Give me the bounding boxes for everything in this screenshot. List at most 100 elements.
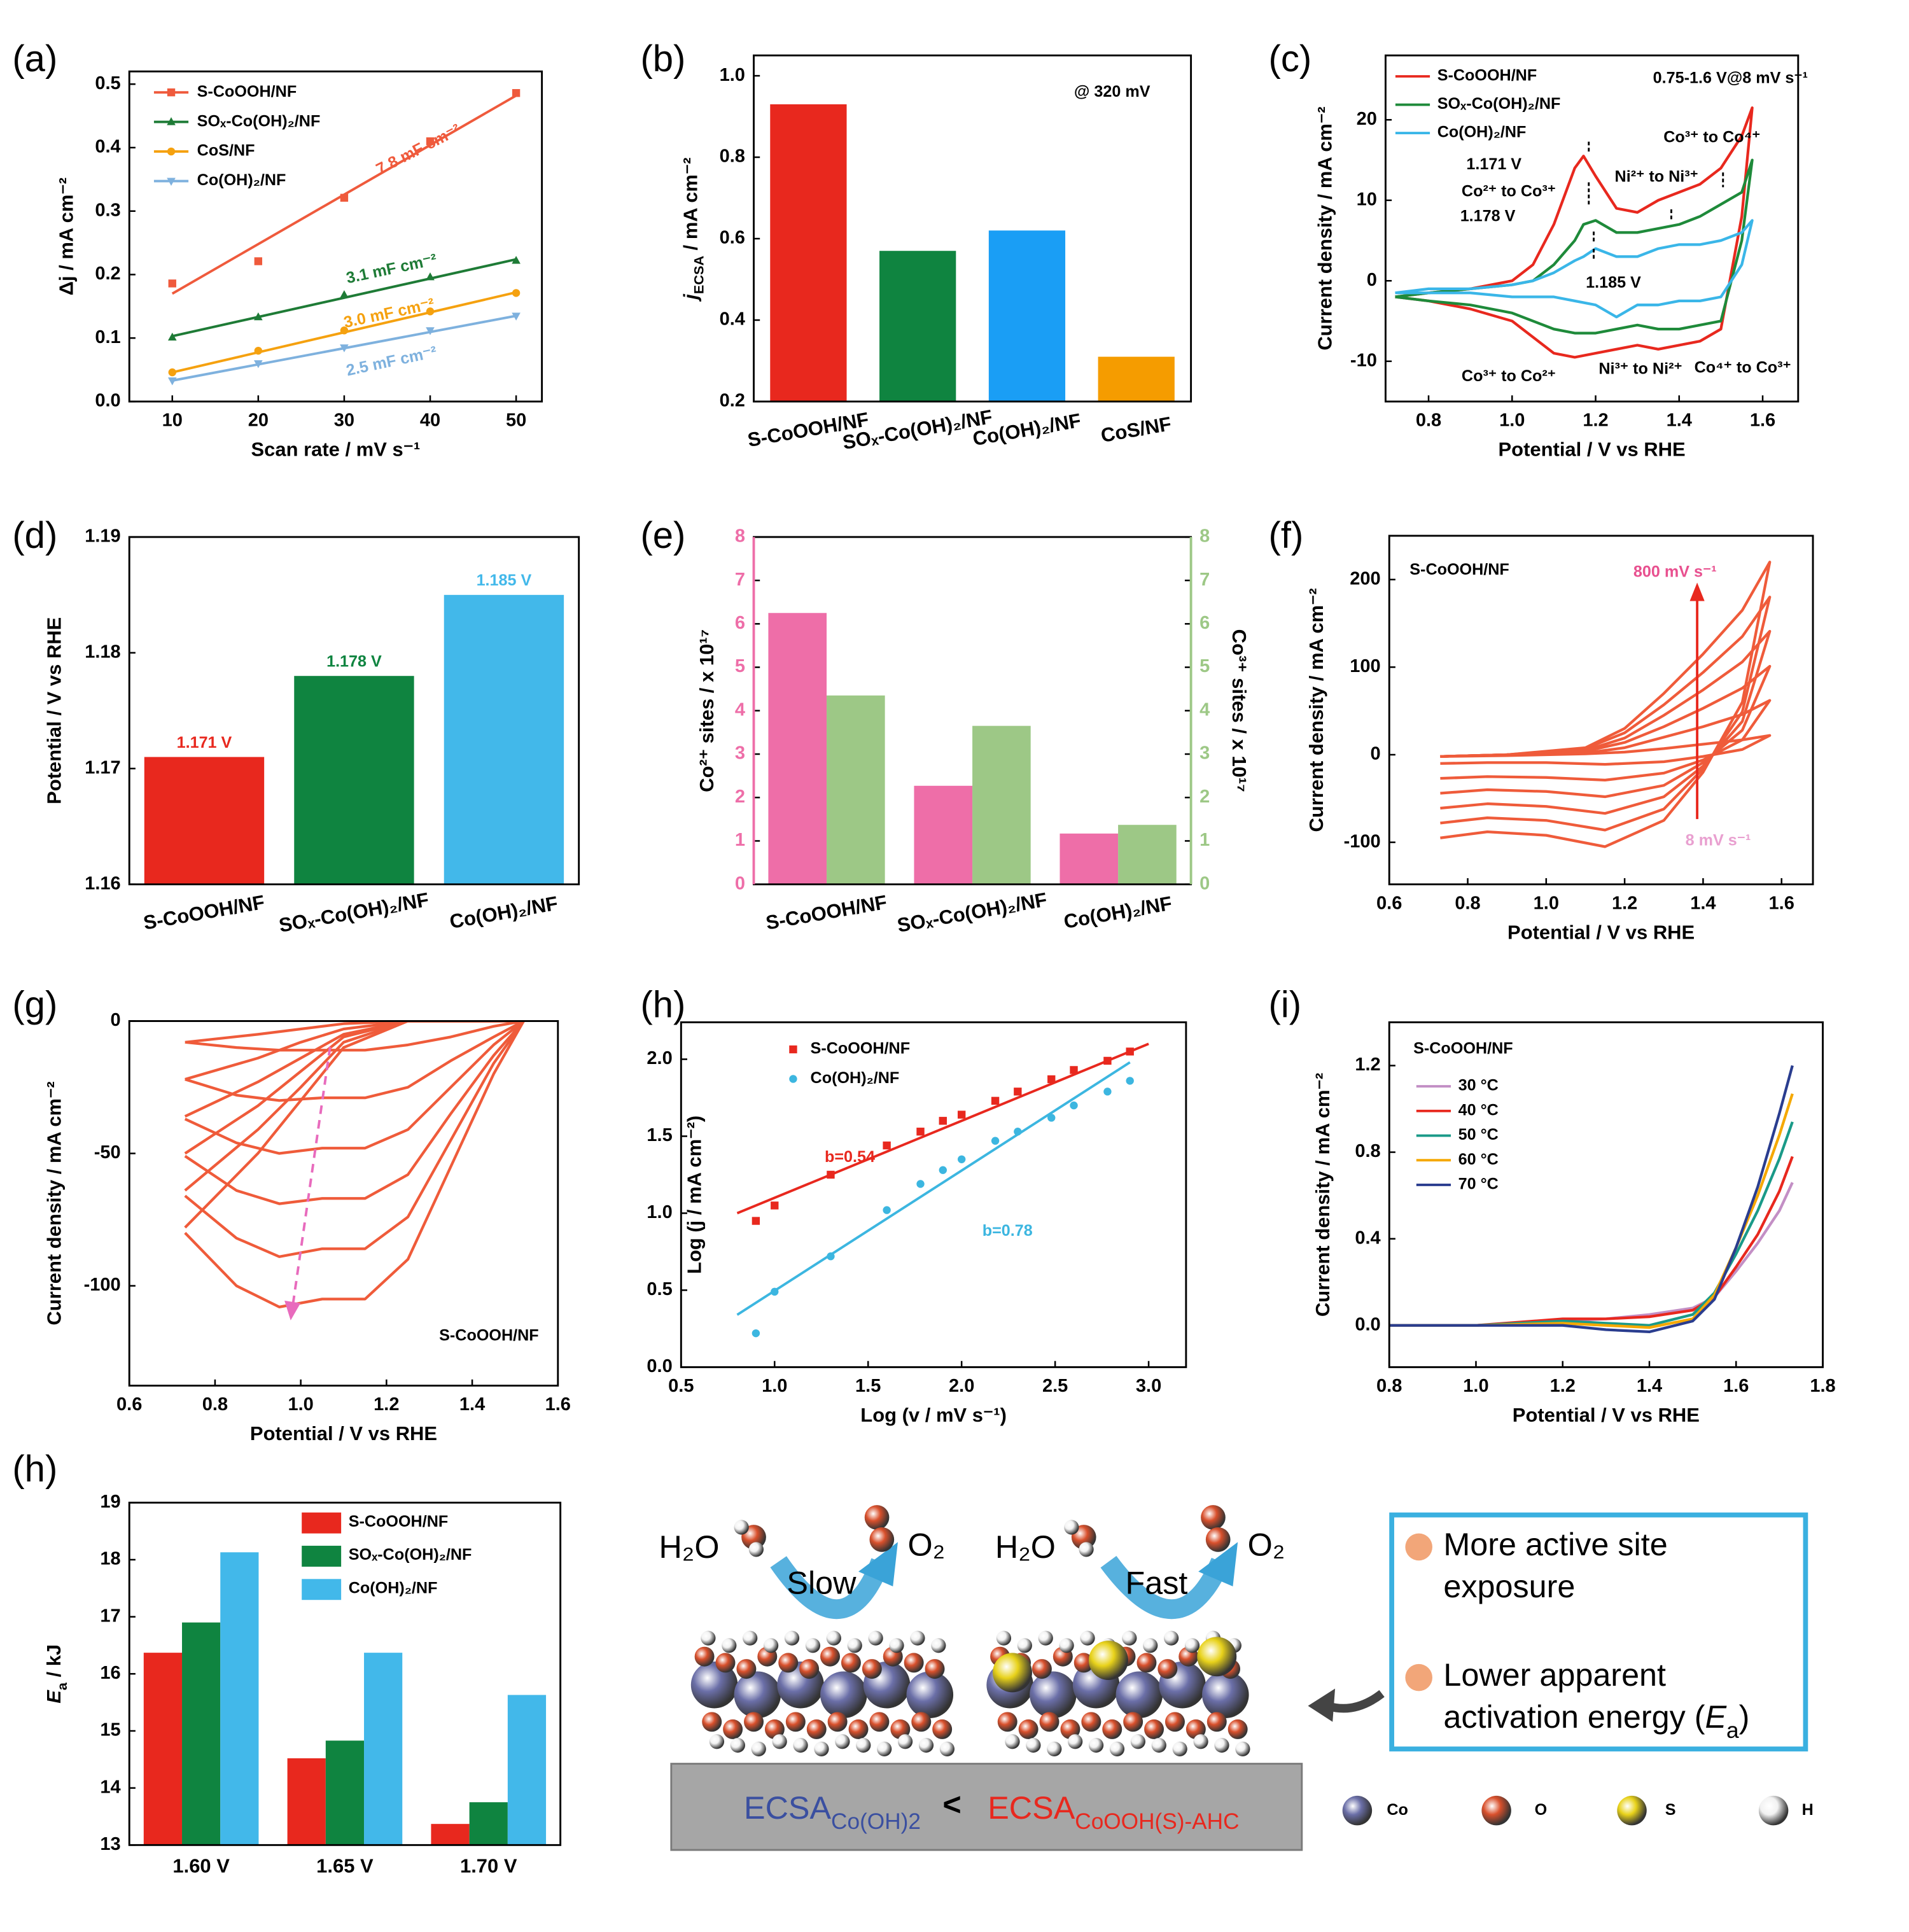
marker — [752, 1329, 760, 1338]
y-tick-label: 0.1 — [95, 327, 120, 347]
atom — [1227, 1719, 1248, 1739]
panel-label: (a) — [12, 38, 57, 80]
plot-area — [736, 1042, 1149, 1316]
annotation: Ni²⁺ to Ni³⁺ — [1615, 167, 1698, 185]
ecsa-right-part: CoOOH(S)-AHC — [1075, 1809, 1239, 1834]
atom — [1143, 1638, 1158, 1653]
atom — [1109, 1741, 1125, 1756]
atom — [996, 1630, 1012, 1646]
atom — [1064, 1520, 1079, 1535]
atom — [820, 1671, 867, 1718]
panel-label: (g) — [12, 984, 57, 1026]
plot-area — [1440, 561, 1772, 848]
benefit-text-part: More active site — [1443, 1526, 1667, 1562]
marker — [167, 117, 176, 125]
x-tick-label: 1.6 — [1750, 410, 1775, 431]
x-tick-label: 0.8 — [1376, 1376, 1402, 1396]
data-line — [1395, 106, 1754, 359]
marker — [512, 256, 521, 264]
marker — [957, 1155, 966, 1163]
data-line — [1389, 1156, 1794, 1327]
data-line — [1440, 629, 1772, 815]
y-tick-label: 13 — [100, 1834, 120, 1854]
y2-tick-label: 1 — [1199, 830, 1210, 850]
marker — [340, 344, 349, 353]
atom — [1026, 1737, 1041, 1753]
annotation: Ni³⁺ to Ni²⁺ — [1598, 360, 1682, 377]
marker — [827, 1170, 835, 1179]
atom — [911, 1712, 932, 1732]
atom-label: H — [1802, 1801, 1814, 1819]
atom — [1080, 1630, 1095, 1646]
bar — [431, 1824, 470, 1845]
y-tick-label: 1.0 — [720, 65, 745, 85]
x-tick-label: 1.65 V — [316, 1854, 374, 1877]
cycle-arrow — [770, 1556, 890, 1619]
panel-label: (c) — [1269, 38, 1312, 80]
panel-label: (h) — [12, 1448, 57, 1490]
y-axis-label: Current density / mA cm⁻² — [1305, 588, 1327, 832]
legend-swatch — [302, 1579, 342, 1600]
annotation: @ 320 mV — [1074, 83, 1150, 101]
y-tick-label: -100 — [1344, 831, 1381, 851]
atom — [889, 1638, 904, 1653]
x-axis-label: Potential / V vs RHE — [1513, 1404, 1700, 1426]
y-tick-label: 0.0 — [1355, 1314, 1380, 1334]
scan-arrow-head — [1689, 582, 1705, 601]
x-tick-label: 1.6 — [545, 1394, 571, 1415]
atom — [847, 1638, 862, 1653]
atom — [722, 1638, 737, 1653]
atom — [827, 1712, 848, 1732]
annotation: 1.185 V — [1586, 274, 1641, 291]
bullet — [1405, 1533, 1432, 1561]
y-axis-label-part: ECSA — [691, 256, 707, 295]
marker — [1070, 1101, 1078, 1110]
x-tick-label: 0.8 — [202, 1394, 228, 1415]
y-axis-label-part: / kJ — [43, 1644, 65, 1683]
x-axis-label: Potential / V vs RHE — [1499, 438, 1686, 461]
product: O₂ — [1248, 1526, 1285, 1562]
y-tick-label: -100 — [84, 1275, 121, 1295]
annotation: Co³⁺ to Co⁴⁺ — [1663, 128, 1760, 146]
x-tick-label: 50 — [506, 410, 526, 431]
y-axis-label-part: a — [54, 1682, 70, 1690]
atom — [1088, 1737, 1104, 1753]
atom — [1206, 1712, 1227, 1732]
x-tick-label: 1.4 — [1667, 410, 1692, 431]
plot-frame — [128, 1020, 559, 1387]
bar — [827, 695, 885, 885]
plot-frame — [128, 536, 580, 886]
plot-area — [1395, 106, 1754, 359]
y-tick-label: 0 — [111, 1010, 121, 1030]
marker — [167, 377, 177, 386]
atom — [925, 1659, 945, 1679]
y2-tick-label: 7 — [1199, 570, 1210, 590]
legend-label: 30 °C — [1458, 1077, 1499, 1095]
legend-label: SOₓ-Co(OH)₂/NF — [349, 1546, 472, 1564]
y-tick-label: 1.2 — [1355, 1054, 1380, 1075]
y2-tick-label: 8 — [1199, 526, 1210, 547]
marker — [340, 326, 349, 335]
atom — [702, 1712, 722, 1732]
legend-swatch — [302, 1546, 342, 1567]
atom — [690, 1661, 738, 1709]
ecsa-left: ECSACo(OH)2 — [744, 1789, 921, 1834]
ecsa-left-part: Co(OH)2 — [831, 1809, 921, 1834]
marker — [426, 327, 435, 335]
marker — [827, 1252, 835, 1261]
bar — [444, 594, 564, 885]
marker — [916, 1128, 925, 1136]
data-line — [1440, 699, 1772, 782]
marker — [340, 193, 349, 202]
atom — [751, 1741, 766, 1756]
plot-frame — [680, 1021, 1187, 1368]
x-tick-label: 1.5 — [855, 1376, 881, 1396]
atom — [910, 1630, 925, 1646]
atom — [748, 1542, 764, 1557]
y-tick-label: 5 — [735, 656, 745, 676]
panel-label: (f) — [1269, 515, 1304, 556]
y-tick-label: 1.18 — [85, 641, 120, 662]
data-line — [1395, 158, 1754, 335]
atom — [868, 1630, 883, 1646]
y-tick-label: 10 — [1357, 189, 1377, 209]
